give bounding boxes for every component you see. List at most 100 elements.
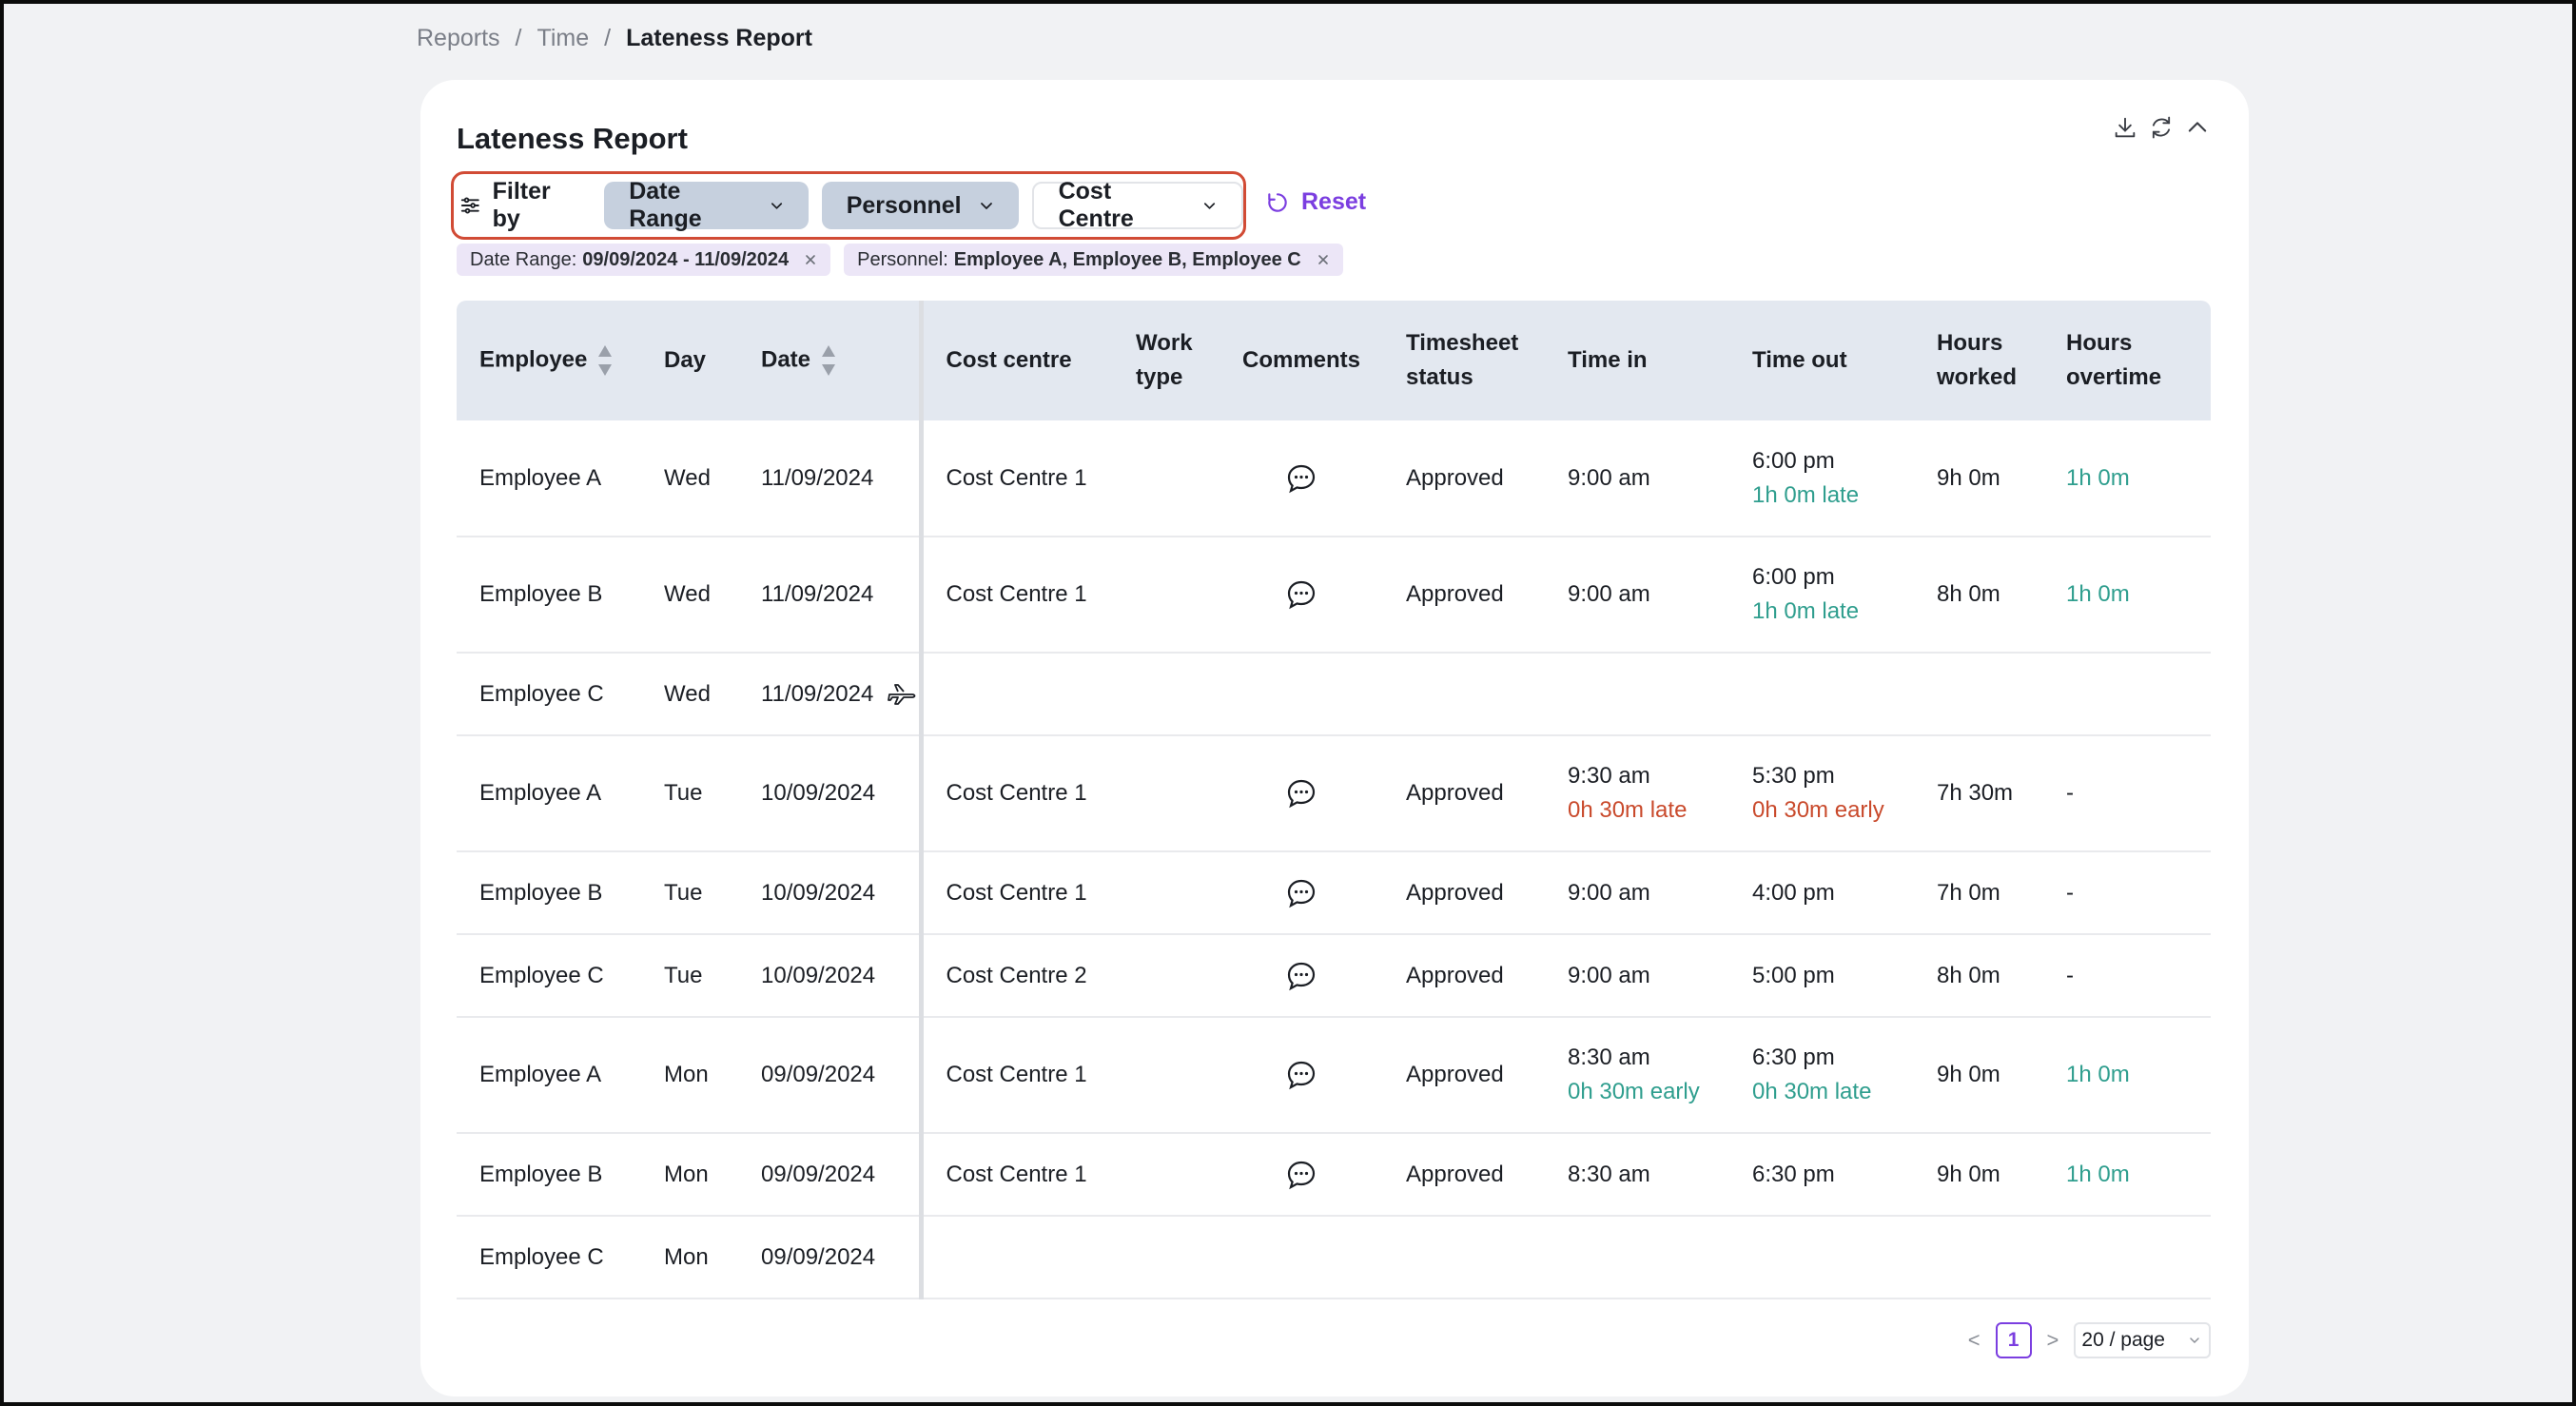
page-number[interactable]: 1: [1995, 1322, 2032, 1358]
table-row: Employee A Tue 10/09/2024 Cost Centre 1 Appr…: [457, 735, 2211, 852]
reset-button[interactable]: Reset: [1265, 188, 1366, 216]
next-page-button[interactable]: >: [2046, 1328, 2059, 1352]
download-icon[interactable]: [2112, 114, 2138, 141]
cell-date: 09/09/2024: [738, 1216, 924, 1299]
cost-centre-filter[interactable]: Cost Centre: [1031, 178, 1244, 232]
cell-status: Approved: [1383, 934, 1545, 1018]
cell-time-in: 9:30 am 0h 30m late: [1545, 735, 1729, 852]
sort-icon[interactable]: [596, 342, 614, 380]
filter-label-text: Filter by: [492, 178, 551, 232]
comment-icon[interactable]: [1284, 876, 1318, 910]
close-icon[interactable]: [1317, 253, 1330, 266]
comment-icon[interactable]: [1284, 461, 1318, 496]
cell-comments: [1220, 1133, 1383, 1217]
column-work-type: Work type: [1136, 330, 1193, 390]
cell-employee: Employee C: [457, 653, 641, 736]
tag-key: Date Range:: [470, 248, 577, 270]
column-time-out: Time out: [1752, 347, 1847, 373]
breadcrumb-time[interactable]: Time: [537, 25, 590, 51]
cell-time-in: 9:00 am: [1545, 934, 1729, 1018]
personnel-tag: Personnel: Employee A, Employee B, Emplo…: [844, 244, 1343, 276]
page-size-select[interactable]: 20 / page: [2074, 1322, 2211, 1358]
chevron-up-icon[interactable]: [2184, 114, 2211, 141]
column-date[interactable]: Date: [738, 301, 924, 420]
report-card: Lateness Report Filter by Date Range Per…: [420, 80, 2249, 1396]
breadcrumb-separator: /: [515, 25, 522, 51]
cell-date: 10/09/2024: [738, 934, 924, 1018]
cell-time-in: 9:00 am: [1545, 851, 1729, 935]
cell-status: Approved: [1383, 1133, 1545, 1217]
cell-hours-overtime: 1h 0m: [2043, 420, 2211, 537]
cell-day: Wed: [641, 537, 738, 654]
sort-icon[interactable]: [820, 342, 837, 380]
leave-plane-icon: [888, 684, 916, 706]
column-hours-overtime: Hours overtime: [2066, 330, 2162, 390]
column-cost-centre: Cost centre: [946, 347, 1072, 373]
cell-cost-centre: Cost Centre 2: [921, 934, 1113, 1018]
tag-value: 09/09/2024 - 11/09/2024: [582, 248, 790, 270]
personnel-filter-label: Personnel: [846, 191, 962, 219]
cell-work-type: [1113, 1133, 1220, 1217]
cell-day: Mon: [641, 1017, 738, 1134]
cell-date: 09/09/2024: [738, 1017, 924, 1134]
cell-date: 10/09/2024: [738, 735, 924, 852]
cell-comments: [1220, 1017, 1383, 1134]
time-out-note: 1h 0m late: [1752, 481, 1860, 508]
cell-time-out: 5:00 pm: [1729, 934, 1914, 1018]
cell-day: Tue: [641, 735, 738, 852]
comment-icon[interactable]: [1284, 577, 1318, 612]
cell-employee: Employee B: [457, 537, 641, 654]
tag-value: Employee A, Employee B, Employee C: [953, 248, 1301, 270]
breadcrumb-reports[interactable]: Reports: [417, 25, 500, 51]
comment-icon[interactable]: [1284, 1058, 1318, 1092]
cell-day: Tue: [641, 934, 738, 1018]
table-row: Employee A Mon 09/09/2024 Cost Centre 1 Appr…: [457, 1017, 2211, 1134]
cell-hours-worked: 8h 0m: [1914, 934, 2043, 1018]
pagination: < 1 > 20 / page: [1968, 1322, 2211, 1358]
cell-cost-centre: Cost Centre 1: [921, 537, 1113, 654]
column-comments: Comments: [1242, 347, 1361, 373]
table-row: Employee B Wed 11/09/2024 Cost Centre 1 Appr…: [457, 537, 2211, 654]
close-icon[interactable]: [804, 253, 817, 266]
cell-employee: Employee A: [457, 420, 641, 537]
table-row: Employee C Tue 10/09/2024 Cost Centre 2 Appr…: [457, 934, 2211, 1018]
personnel-filter[interactable]: Personnel: [821, 182, 1019, 229]
reset-icon: [1268, 192, 1287, 212]
cell-time-out: 4:00 pm: [1729, 851, 1914, 935]
cell-time-out: 5:30 pm 0h 30m early: [1729, 735, 1914, 852]
cell-hours-worked: 8h 0m: [1914, 537, 2043, 654]
cell-empty: [921, 653, 2211, 736]
breadcrumb-separator: /: [604, 25, 612, 51]
cell-comments: [1220, 851, 1383, 935]
cell-employee: Employee C: [457, 934, 641, 1018]
cell-cost-centre: Cost Centre 1: [921, 1133, 1113, 1217]
date-range-filter[interactable]: Date Range: [604, 178, 809, 232]
card-actions: [2112, 114, 2211, 141]
cell-date: 10/09/2024: [738, 851, 924, 935]
cell-empty: [921, 1216, 2211, 1299]
column-employee[interactable]: Employee: [457, 301, 641, 420]
cell-work-type: [1113, 934, 1220, 1018]
cell-day: Tue: [641, 851, 738, 935]
cell-cost-centre: Cost Centre 1: [921, 851, 1113, 935]
cell-day: Wed: [641, 653, 738, 736]
breadcrumb-current: Lateness Report: [626, 25, 812, 51]
cell-time-in: 8:30 am: [1545, 1133, 1729, 1217]
cell-status: Approved: [1383, 537, 1545, 654]
chevron-down-icon: [2190, 1338, 2199, 1344]
prev-page-button[interactable]: <: [1967, 1328, 1981, 1352]
time-in-note: 0h 30m early: [1568, 1079, 1700, 1104]
cell-hours-worked: 7h 0m: [1914, 851, 2043, 935]
comment-icon[interactable]: [1284, 776, 1318, 810]
comment-icon[interactable]: [1284, 1158, 1318, 1192]
cell-status: Approved: [1383, 420, 1545, 537]
refresh-icon[interactable]: [2148, 114, 2175, 141]
comment-icon[interactable]: [1284, 959, 1318, 993]
cell-work-type: [1113, 537, 1220, 654]
time-in-note: 0h 30m late: [1568, 797, 1688, 823]
cell-comments: [1220, 735, 1383, 852]
table-row: Employee C Mon 09/09/2024: [457, 1216, 2211, 1299]
filter-bar: Filter by Date Range Personnel Cost Cent…: [451, 171, 1246, 240]
breadcrumb: Reports / Time / Lateness Report: [417, 25, 812, 52]
table-row: Employee C Wed 11/09/2024: [457, 653, 2211, 736]
